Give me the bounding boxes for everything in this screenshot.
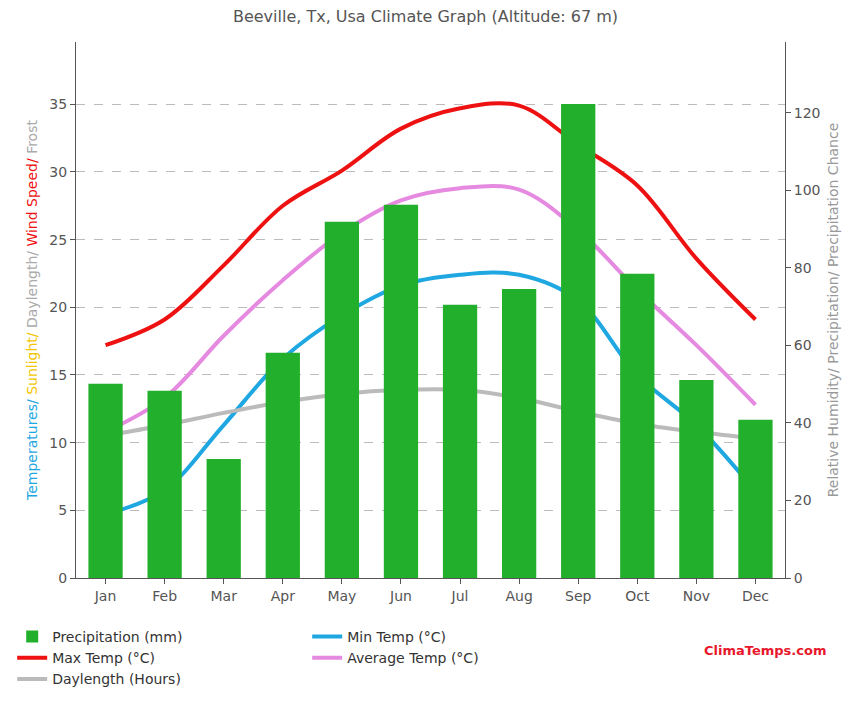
svg-text:May: May [327,588,356,604]
svg-text:Mar: Mar [210,588,237,604]
svg-text:0: 0 [794,570,803,586]
svg-text:5: 5 [58,502,67,518]
svg-text:30: 30 [49,164,67,180]
svg-text:Min Temp (°C): Min Temp (°C) [347,629,446,645]
svg-text:20: 20 [794,492,812,508]
svg-text:Sep: Sep [565,588,592,604]
svg-text:Average Temp (°C): Average Temp (°C) [347,650,478,666]
svg-text:Feb: Feb [152,588,177,604]
svg-text:Daylength (Hours): Daylength (Hours) [52,671,181,687]
svg-text:60: 60 [794,337,812,353]
svg-text:Precipitation (mm): Precipitation (mm) [52,629,182,645]
svg-text:80: 80 [794,260,812,276]
svg-text:Jun: Jun [389,588,412,604]
svg-text:20: 20 [49,299,67,315]
svg-text:Relative Humidity/ Precipitati: Relative Humidity/ Precipitation/ Precip… [825,123,841,498]
svg-text:Beeville, Tx, Usa Climate Grap: Beeville, Tx, Usa Climate Graph (Altitud… [233,7,618,26]
svg-text:Apr: Apr [271,588,295,604]
svg-text:Jul: Jul [451,588,469,604]
svg-text:0: 0 [58,570,67,586]
svg-text:Max Temp (°C): Max Temp (°C) [52,650,155,666]
svg-text:Jan: Jan [94,588,117,604]
svg-text:Aug: Aug [505,588,532,604]
svg-text:Dec: Dec [742,588,769,604]
svg-text:35: 35 [49,96,67,112]
svg-text:Oct: Oct [625,588,650,604]
svg-text:120: 120 [794,105,821,121]
svg-text:15: 15 [49,367,67,383]
svg-text:25: 25 [49,232,67,248]
svg-text:100: 100 [794,182,821,198]
svg-text:Nov: Nov [683,588,710,604]
svg-text:ClimaTemps.com: ClimaTemps.com [704,643,826,658]
svg-text:10: 10 [49,435,67,451]
svg-text:Temperatures/ Sunlight/ Daylen: Temperatures/ Sunlight/ Daylength/ Wind … [24,120,40,501]
svg-text:40: 40 [794,415,812,431]
